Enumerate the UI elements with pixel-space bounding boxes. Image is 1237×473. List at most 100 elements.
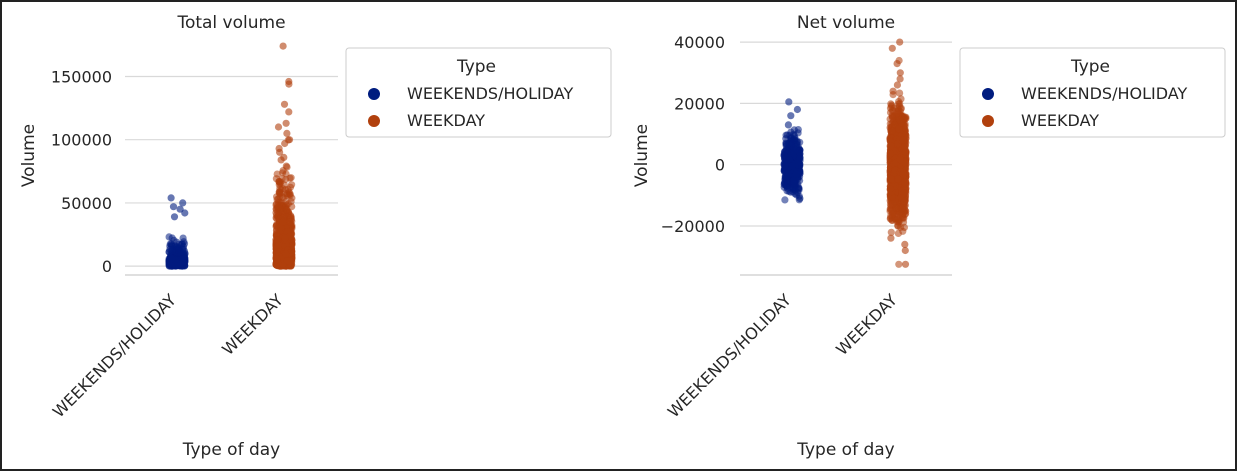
series-weekday (272, 42, 296, 270)
data-point (891, 166, 899, 174)
legend-box (959, 47, 1226, 138)
y-axis-label: Volume (19, 124, 39, 187)
y-tick-label: 50000 (61, 194, 112, 213)
data-point (887, 234, 895, 242)
y-tick-label: 0 (102, 257, 112, 276)
data-point (889, 87, 897, 95)
data-point (793, 105, 802, 114)
data-point (277, 189, 285, 197)
data-point (790, 130, 798, 138)
data-point (283, 257, 291, 265)
data-point (896, 116, 904, 124)
data-point (899, 136, 908, 144)
data-point (886, 150, 895, 158)
data-point (896, 69, 904, 77)
legend-marker-weekends-holiday (982, 88, 994, 100)
data-point (285, 80, 293, 88)
data-point (286, 174, 294, 182)
legend-label-weekday: WEEKDAY (407, 111, 485, 130)
data-point (785, 155, 794, 163)
data-point (785, 98, 793, 106)
data-point (893, 81, 902, 89)
y-tick-label: 100000 (51, 131, 112, 150)
legend-box (345, 47, 612, 138)
data-point (274, 241, 282, 249)
legend-label-weekends-holiday: WEEKENDS/HOLIDAY (407, 84, 573, 103)
data-point (900, 197, 909, 205)
legend-title: Type (456, 57, 496, 77)
data-point (784, 121, 793, 129)
data-point (176, 260, 184, 268)
data-point (895, 260, 903, 268)
data-point (273, 202, 282, 210)
data-point (901, 142, 909, 150)
legend: Type WEEKENDS/HOLIDAY WEEKDAY (345, 47, 612, 138)
series-weekends-holiday (780, 98, 804, 204)
data-point (784, 169, 792, 177)
data-point (886, 207, 894, 215)
legend-title: Type (1070, 57, 1110, 77)
chart-title: Total volume (176, 13, 285, 33)
data-point (168, 234, 176, 242)
data-point (901, 246, 909, 255)
data-point (286, 191, 294, 199)
y-axis-label: Volume (632, 124, 652, 187)
data-point (896, 38, 904, 46)
data-point (901, 179, 909, 187)
data-point (282, 250, 290, 258)
data-point (281, 234, 289, 242)
data-point (899, 170, 907, 178)
data-point (902, 148, 910, 156)
data-point (888, 44, 896, 52)
net-volume-chart: −20000 0 20000 40000 WEEKENDS/HOLIDAY WEEKDA… (632, 13, 1226, 460)
data-point (276, 148, 284, 156)
data-point (796, 154, 804, 162)
data-point (893, 60, 901, 68)
x-tick-label: WEEKDAY (832, 290, 901, 359)
data-point (781, 148, 789, 156)
data-point (897, 95, 905, 103)
data-point (781, 196, 789, 204)
data-point (888, 114, 897, 122)
data-point (896, 155, 904, 164)
data-point (896, 75, 904, 83)
data-point (791, 190, 799, 198)
data-point (280, 181, 288, 189)
y-tick-label: 40000 (674, 33, 725, 52)
data-point (170, 213, 179, 221)
data-point (900, 189, 908, 197)
legend-label-weekday: WEEKDAY (1021, 111, 1099, 130)
data-point (273, 255, 281, 263)
data-point (178, 240, 186, 248)
data-point (792, 170, 800, 178)
data-point (896, 89, 904, 97)
y-tick-label: 20000 (674, 94, 725, 113)
data-point (181, 209, 189, 217)
data-point (279, 218, 287, 226)
data-point (179, 234, 187, 242)
data-point (169, 203, 178, 211)
series-weekday (886, 38, 910, 268)
data-point (286, 183, 295, 191)
data-point (284, 200, 292, 208)
data-point (286, 218, 294, 226)
data-point (887, 228, 895, 236)
data-point (886, 185, 895, 193)
data-point (281, 139, 289, 148)
data-point (794, 126, 802, 134)
data-point (895, 125, 903, 133)
x-tick-label: WEEKENDS/HOLIDAY (49, 290, 180, 421)
data-point (282, 119, 290, 127)
legend-label-weekends-holiday: WEEKENDS/HOLIDAY (1021, 84, 1187, 103)
data-point (272, 229, 281, 237)
data-point (782, 140, 790, 148)
data-point (167, 194, 175, 202)
data-point (175, 246, 183, 254)
series-weekends-holiday (165, 194, 189, 270)
data-point (274, 123, 283, 131)
data-point (279, 42, 287, 50)
x-axis-label: Type of day (796, 440, 895, 460)
total-volume-chart: 0 50000 100000 150000 WEEKENDS/HOLIDAY WEEKD… (19, 13, 612, 460)
